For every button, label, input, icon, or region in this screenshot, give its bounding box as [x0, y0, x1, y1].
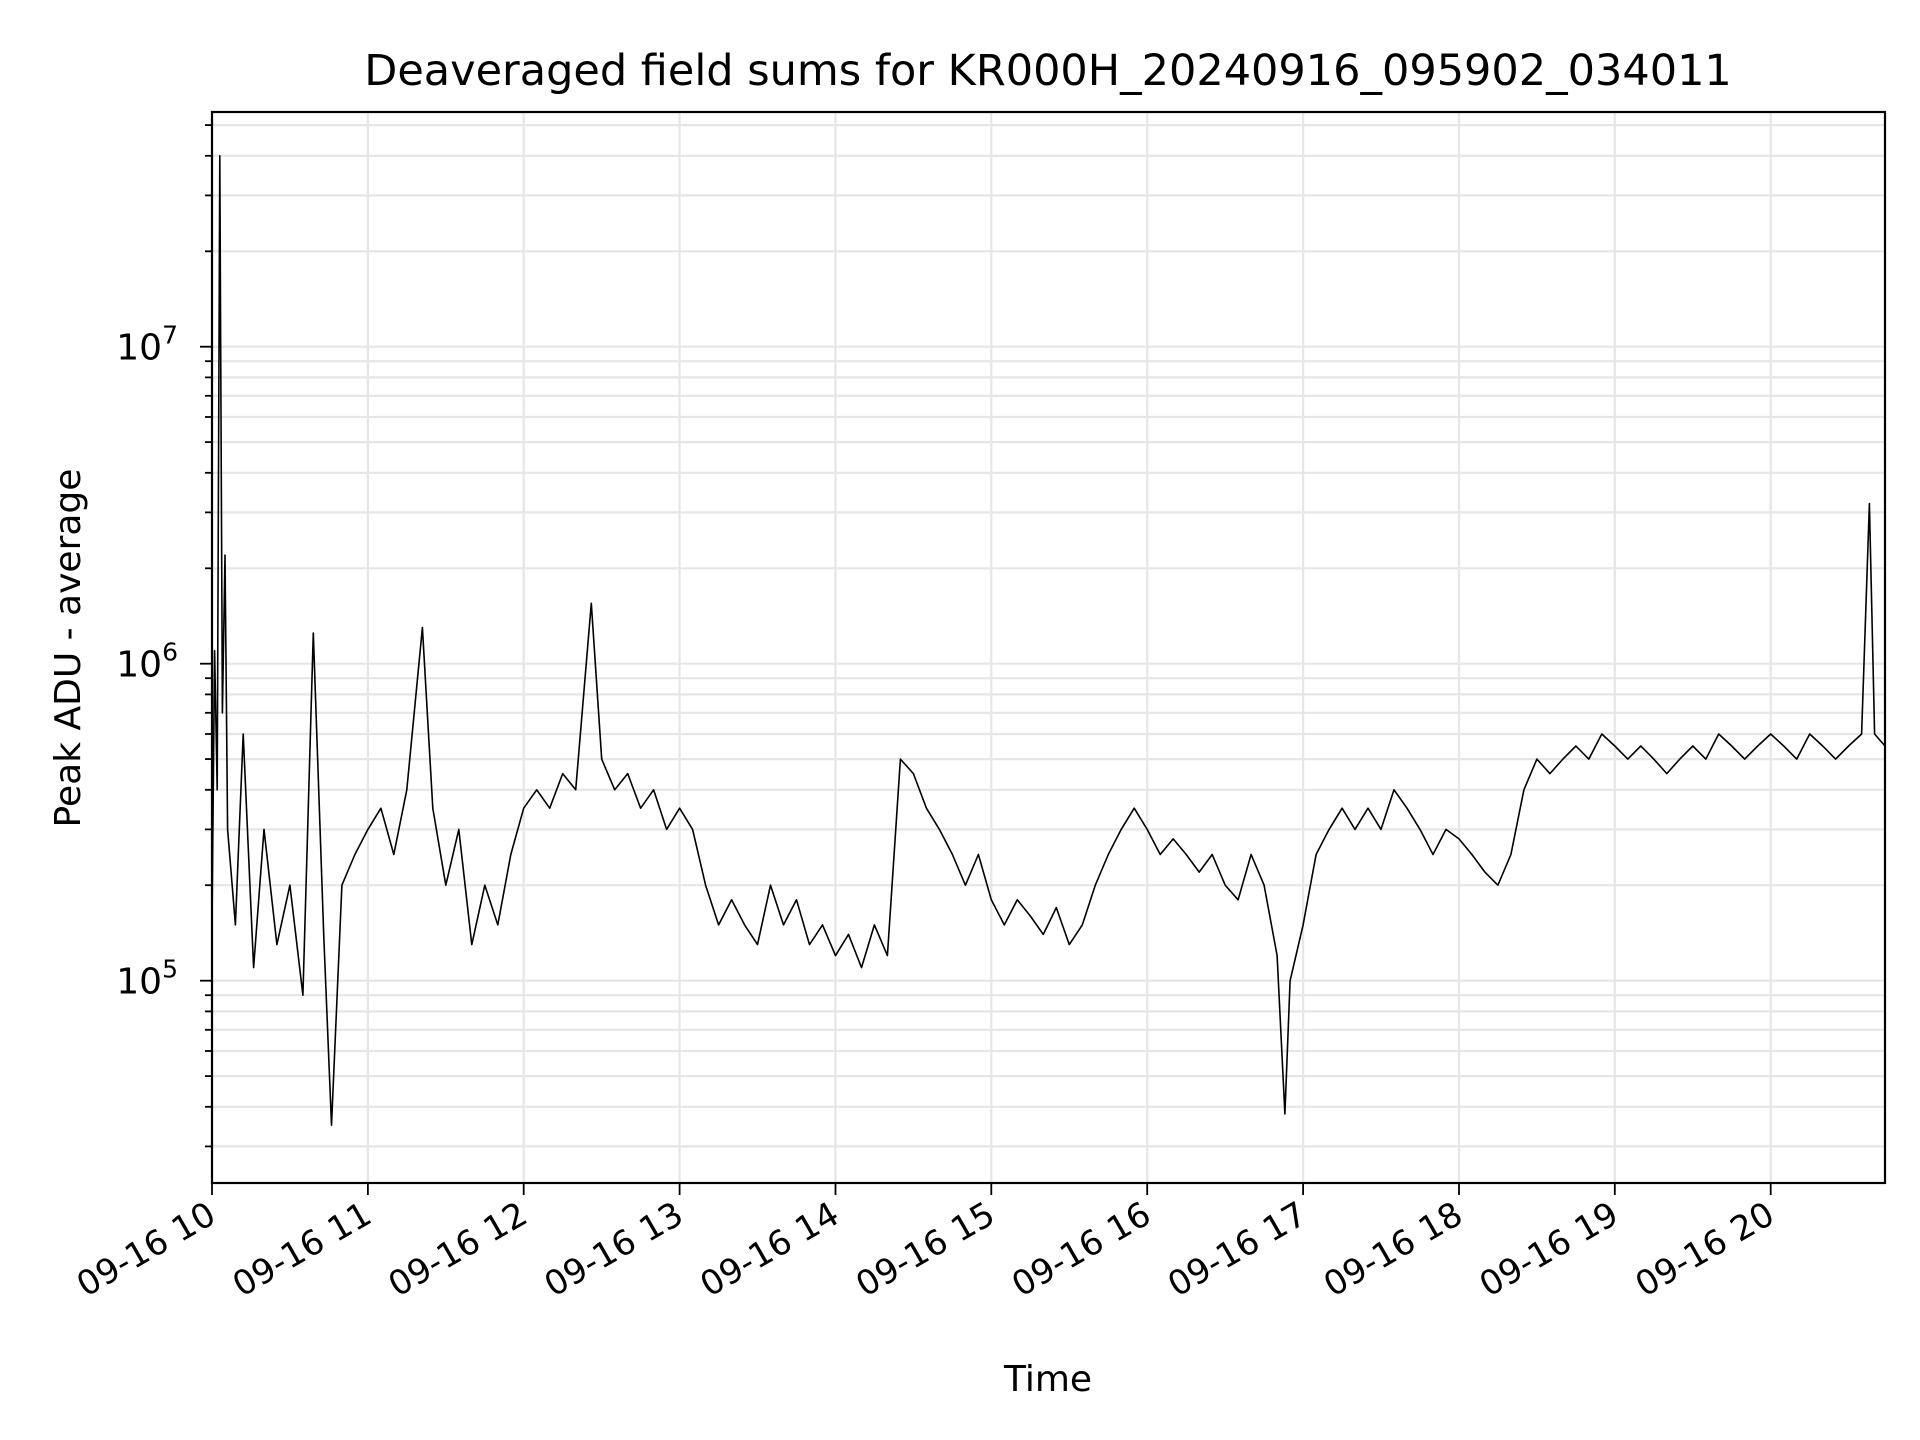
y-axis-label: Peak ADU - average	[48, 469, 89, 828]
y-tick-label: 107	[116, 321, 178, 369]
series-lines	[211, 155, 1886, 1126]
y-tick-label: 106	[116, 638, 178, 686]
series-line	[211, 155, 1886, 1126]
y-tick-label: 105	[116, 955, 178, 1003]
grid-lines	[210, 112, 1885, 1183]
chart-title: Deaveraged field sums for KR000H_2024091…	[364, 46, 1732, 96]
x-axis-label: Time	[1003, 1359, 1092, 1400]
plot-frame	[210, 110, 1887, 1185]
y-axis: 105 106 107	[116, 124, 212, 1148]
